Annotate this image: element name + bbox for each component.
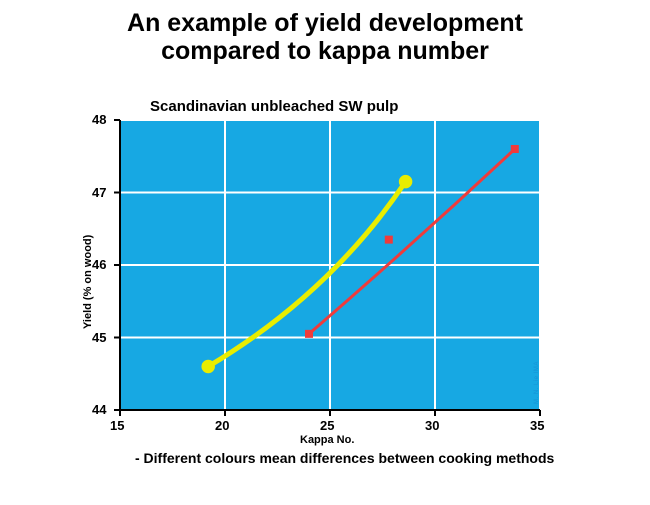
chart-subtitle: Scandinavian unbleached SW pulp xyxy=(150,98,398,115)
y-tick: 47 xyxy=(92,185,106,200)
marker-method-yellow xyxy=(202,360,215,373)
y-tick: 46 xyxy=(92,257,106,272)
marker-method-red xyxy=(305,330,313,338)
y-axis-label: Yield (% on wood) xyxy=(82,234,94,328)
page-title: An example of yield development compared… xyxy=(0,10,650,65)
x-tick: 15 xyxy=(110,418,124,433)
marker-method-yellow xyxy=(399,175,412,188)
x-tick: 20 xyxy=(215,418,229,433)
y-tick: 44 xyxy=(92,402,106,417)
credit-text: M. N. Lie IMA xyxy=(534,361,540,404)
title-line-2: compared to kappa number xyxy=(161,37,489,65)
page-root: An example of yield development compared… xyxy=(0,0,650,505)
marker-method-red xyxy=(385,236,393,244)
y-tick: 48 xyxy=(92,112,106,127)
y-tick: 45 xyxy=(92,330,106,345)
footnote: - Different colours mean differences bet… xyxy=(135,450,575,466)
x-tick: 25 xyxy=(320,418,334,433)
marker-method-red xyxy=(511,145,519,153)
x-tick: 30 xyxy=(425,418,439,433)
yield-vs-kappa-chart xyxy=(120,120,540,410)
x-tick: 35 xyxy=(530,418,544,433)
title-line-1: An example of yield development xyxy=(127,9,523,37)
x-axis-label: Kappa No. xyxy=(300,434,354,446)
chart-svg xyxy=(120,120,540,410)
